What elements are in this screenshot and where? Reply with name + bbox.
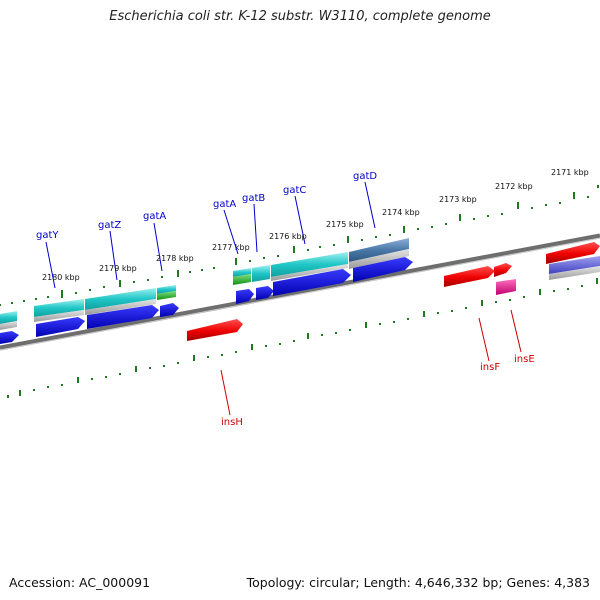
- feature-label-inse: insE: [514, 354, 535, 365]
- cds-arrow-gatz: [87, 305, 159, 329]
- gene-span-right-shadow: [549, 266, 600, 280]
- cds-arrow-gata: [160, 303, 179, 317]
- gene-label-gatc: gatC: [283, 185, 306, 196]
- cds-arrow-gatc: [273, 269, 351, 296]
- cds-arrow-gata-2: [236, 289, 254, 304]
- gene-span-gatd: [349, 238, 409, 262]
- gene-span-gatb: [252, 265, 270, 282]
- gene-label-gaty: gatY: [36, 230, 59, 241]
- backbone: [0, 233, 600, 351]
- feature-label-insh: insH: [221, 417, 243, 428]
- gene-span-gatz: [85, 288, 156, 310]
- gene-label-gatd: gatD: [353, 171, 377, 182]
- gene-span-left-edge: [0, 311, 17, 324]
- genome-summary-text: Topology: circular; Length: 4,646,332 bp…: [246, 575, 590, 590]
- kbp-label: 2175 kbp: [326, 220, 364, 229]
- ins-element-inse: [496, 279, 516, 295]
- gene-labels: gatD gatC gatB gatA gatA gatZ gatY: [36, 171, 377, 241]
- gene-span-left-edge-shadow: [0, 321, 17, 330]
- feature-label-insf: insF: [480, 362, 500, 373]
- gene-leader-lines: [45, 181, 376, 289]
- kbp-label: 2174 kbp: [382, 208, 420, 217]
- gene-span-gatz-shadow: [85, 299, 156, 315]
- cds-arrow-gatd: [353, 257, 413, 282]
- kbp-label: 2173 kbp: [439, 195, 477, 204]
- ins-element-insf: [444, 266, 495, 287]
- ins-element-right: [546, 242, 600, 264]
- gene-span-gata-2-green: [233, 274, 251, 285]
- gene-span-gatc-shadow: [271, 264, 348, 281]
- ins-element-ins-small: [494, 263, 512, 277]
- forward-cds-track: [0, 257, 413, 344]
- gene-label-gata: gatA: [213, 199, 236, 210]
- kbp-label: 2172 kbp: [495, 182, 533, 191]
- gene-span-gatc: [271, 252, 348, 277]
- cds-arrow: [0, 331, 19, 344]
- kbp-labels: 2171 kbp 2172 kbp 2173 kbp 2174 kbp 2175…: [42, 168, 589, 282]
- gene-span-gaty: [34, 299, 84, 317]
- accession-text: Accession: AC_000091: [9, 575, 151, 590]
- gene-label-gatz: gatZ: [98, 220, 121, 231]
- ins-element-insh: [187, 319, 243, 341]
- feature-leader-lines: [220, 309, 522, 416]
- map-title: Escherichia coli str. K-12 substr. W3110…: [109, 9, 491, 24]
- gene-label-gatb: gatB: [242, 193, 265, 204]
- gene-span-gata-green: [157, 291, 176, 300]
- gene-label-gata: gatA: [143, 211, 166, 222]
- cds-arrow-gatb: [256, 286, 274, 300]
- gene-span-gatd-shadow: [349, 249, 409, 269]
- kbp-label: 2179 kbp: [99, 264, 137, 273]
- gene-span-right: [549, 256, 600, 274]
- kbp-label: 2176 kbp: [269, 232, 307, 241]
- gene-span-gaty-shadow: [34, 310, 84, 322]
- reverse-tick-scale: [7, 278, 598, 398]
- kbp-label: 2171 kbp: [551, 168, 589, 177]
- kbp-label: 2180 kbp: [42, 273, 80, 282]
- insertion-elements: [187, 242, 600, 341]
- kbp-label: 2177 kbp: [212, 243, 250, 252]
- forward-gene-track: [0, 238, 600, 330]
- cds-arrow-gaty: [36, 317, 85, 337]
- kbp-label: 2178 kbp: [156, 254, 194, 263]
- forward-tick-scale: [0, 185, 599, 306]
- feature-labels: insF insE insH: [221, 354, 535, 428]
